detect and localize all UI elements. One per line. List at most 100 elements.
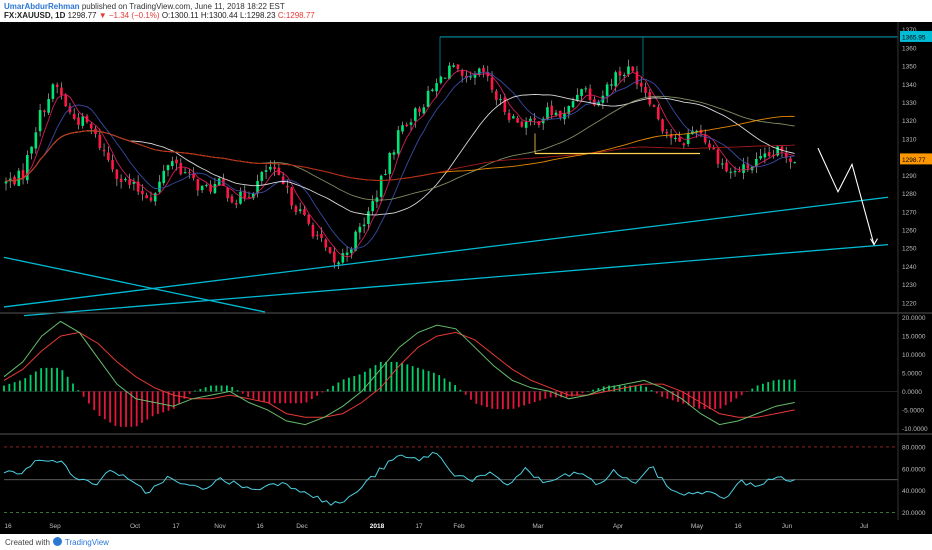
- macd-histogram-bar: [401, 362, 403, 392]
- candle-body: [486, 72, 490, 77]
- price-pane[interactable]: 1220123012401250126012701280129013001310…: [3, 27, 932, 317]
- candle-body: [17, 170, 21, 186]
- macd-histogram-bar: [24, 378, 27, 392]
- macd-histogram-bar: [703, 391, 706, 410]
- candle-body: [277, 167, 281, 176]
- chart-footer: Created with TradingView: [0, 534, 932, 550]
- macd-histogram-bar: [50, 367, 53, 392]
- macd-histogram-bar: [767, 382, 770, 392]
- candle-body: [149, 197, 153, 201]
- candle-body: [102, 149, 106, 152]
- candle-body: [703, 134, 707, 143]
- candle-body: [158, 181, 161, 192]
- rsi-pane[interactable]: 80.0000 60.0000 40.0000 20.0000: [3, 444, 926, 517]
- macd-histogram-bar: [199, 388, 202, 392]
- candle-body: [490, 77, 494, 90]
- tradingview-brand[interactable]: TradingView: [64, 538, 109, 547]
- high-price-tag: [900, 30, 932, 42]
- macd-histogram-bar: [549, 391, 552, 398]
- candle-body: [422, 107, 426, 114]
- candle-body: [477, 68, 481, 75]
- candle-body: [529, 118, 532, 121]
- candle-body: [175, 159, 178, 164]
- candle-body: [759, 155, 762, 159]
- macd-histogram-bar: [316, 391, 319, 396]
- candle-body: [605, 84, 609, 96]
- candle-body: [388, 152, 392, 174]
- macd-histogram-bar: [369, 368, 372, 392]
- candle-body: [286, 185, 289, 188]
- macd-histogram-bar: [756, 385, 759, 392]
- macd-histogram-bar: [284, 391, 287, 404]
- candle-body: [192, 173, 195, 179]
- candle-body: [107, 152, 110, 160]
- chart-area[interactable]: 1220123012401250126012701280129013001310…: [0, 22, 932, 534]
- macd-histogram-bar: [523, 391, 525, 406]
- candle-body: [652, 105, 656, 107]
- price-tick-label: 1290: [902, 173, 917, 180]
- macd-histogram-bar: [13, 382, 16, 392]
- macd-histogram-bar: [273, 391, 276, 404]
- macd-pane[interactable]: 20.0000 15.0000 10.0000 5.0000 0.0000 -5.0000…: [3, 315, 928, 433]
- macd-tick-label: 15.0000: [902, 334, 926, 341]
- time-axis[interactable]: 16 Sep Oct 17 Nov 16 Dec 2018 17 Feb Mar Apr May 16 Ju…: [4, 523, 868, 530]
- last-price-label: 1298.77: [902, 157, 926, 164]
- macd-histogram-bar: [263, 391, 265, 403]
- chart-svg[interactable]: 1220123012401250126012701280129013001310…: [0, 22, 932, 534]
- symbol-label[interactable]: FX:XAUUSD, 1D: [4, 11, 66, 20]
- candle-body: [179, 163, 183, 175]
- candle-body: [392, 152, 396, 155]
- macd-histogram-bar: [661, 391, 663, 397]
- candle-body: [661, 119, 664, 132]
- macd-tick-label: -5.0000: [902, 407, 924, 414]
- rsi-tick-label: 40.0000: [902, 488, 926, 495]
- macd-histogram-bar: [363, 371, 366, 392]
- macd-histogram-bar: [539, 391, 541, 401]
- macd-histogram-bar: [719, 391, 722, 409]
- candle-body: [537, 121, 541, 125]
- candle-body: [89, 123, 93, 129]
- candle-body: [733, 171, 737, 173]
- candle-body: [665, 131, 669, 134]
- candle-body: [60, 87, 63, 96]
- candle-body: [30, 146, 33, 154]
- time-tick-label: Jul: [860, 523, 869, 530]
- candle-body: [209, 184, 212, 192]
- macd-histogram-bar: [682, 391, 685, 404]
- candle-body: [729, 171, 733, 173]
- candle-body: [546, 107, 549, 120]
- macd-histogram-bar: [544, 391, 547, 399]
- candle-body: [264, 170, 268, 172]
- candle-body: [251, 193, 255, 199]
- macd-histogram-bar: [772, 380, 775, 392]
- candle-body: [38, 109, 42, 132]
- candle-body: [435, 83, 438, 92]
- macd-histogram-bar: [454, 385, 456, 392]
- macd-histogram-bar: [645, 386, 648, 392]
- time-tick-label: May: [691, 523, 704, 530]
- candle-body: [426, 90, 430, 107]
- macd-histogram-bar: [793, 379, 796, 392]
- macd-histogram-bar: [279, 391, 281, 404]
- price-tick-label: 1320: [902, 118, 917, 125]
- candle-body: [43, 110, 46, 113]
- candle-body: [51, 84, 55, 99]
- candle-body: [618, 71, 622, 76]
- macd-histogram-bar: [777, 379, 780, 392]
- candle-body: [695, 130, 698, 133]
- candle-body: [507, 112, 511, 121]
- candle-body: [260, 171, 264, 181]
- macd-histogram-bar: [491, 391, 494, 409]
- candle-body: [4, 181, 8, 184]
- candle-body: [746, 163, 750, 169]
- low-value: L:1298.23: [239, 11, 276, 20]
- time-tick-label: Feb: [453, 523, 465, 530]
- candle-body: [345, 252, 349, 255]
- macd-histogram-bar: [236, 390, 239, 392]
- candle-body: [682, 143, 686, 146]
- macd-histogram-bar: [459, 389, 462, 392]
- candle-body: [644, 86, 647, 93]
- author-link[interactable]: UmarAbdurRehman: [4, 2, 80, 11]
- candle-body: [772, 154, 775, 156]
- macd-histogram-bar: [480, 391, 483, 406]
